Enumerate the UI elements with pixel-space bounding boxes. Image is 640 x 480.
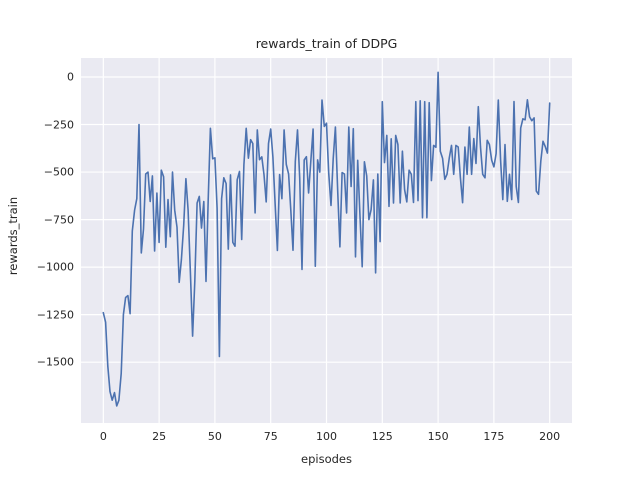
x-tick-label: 150	[427, 430, 449, 443]
y-tick-label: −750	[43, 213, 74, 227]
y-tick-label: −500	[43, 165, 74, 179]
chart-title: rewards_train of DDPG	[255, 36, 398, 51]
chart-canvas	[81, 58, 572, 423]
gridlines	[81, 58, 572, 423]
y-axis-label: rewards_train	[6, 196, 20, 276]
y-tick-label: 0	[67, 70, 74, 84]
x-tick-label: 125	[371, 430, 393, 443]
x-tick-label: 25	[152, 430, 167, 443]
y-tick-label: −250	[43, 118, 74, 132]
y-tick-label: −1500	[36, 355, 74, 369]
y-tick-label: −1250	[36, 308, 74, 322]
y-tick-label: −1000	[36, 260, 74, 274]
x-axis-label: episodes	[301, 452, 352, 466]
x-tick-label: 175	[483, 430, 505, 443]
x-tick-label: 200	[539, 430, 561, 443]
plot-area	[81, 58, 572, 423]
x-tick-label: 75	[263, 430, 278, 443]
x-tick-label: 0	[99, 430, 107, 443]
x-tick-label: 100	[316, 430, 337, 443]
reward-line	[102, 71, 551, 407]
x-tick-label: 50	[207, 430, 222, 443]
